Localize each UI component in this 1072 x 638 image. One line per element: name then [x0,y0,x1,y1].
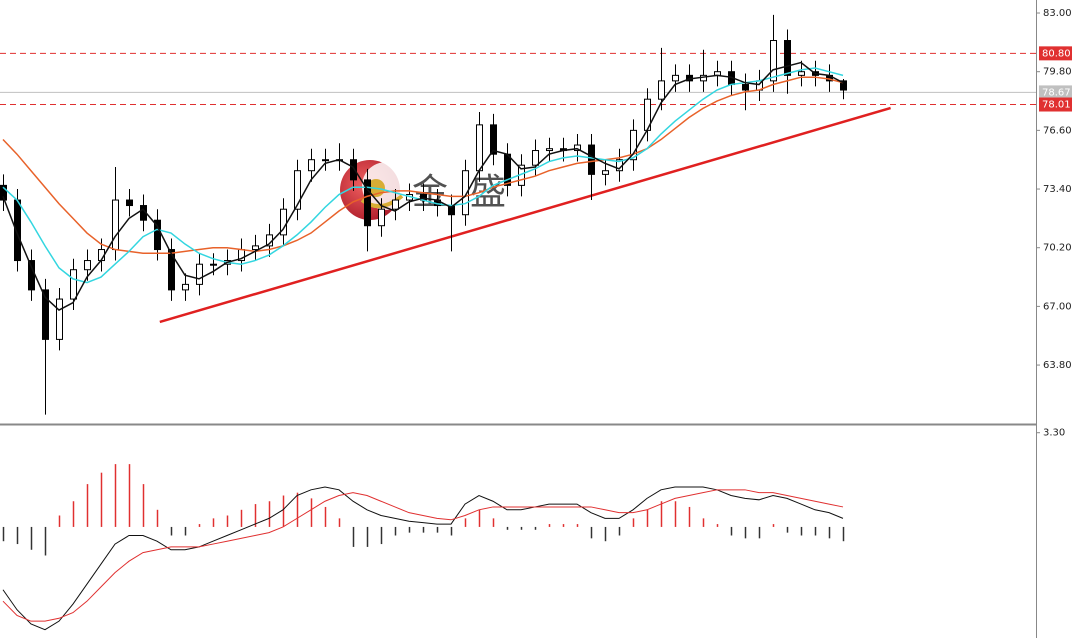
candle-body [476,124,483,172]
candle-body [784,40,791,76]
macd-line [2,489,844,622]
candle-body [168,249,175,291]
y-tick-label: 76.60 [1043,125,1072,136]
y-tick-label: 79.80 [1043,67,1072,78]
candle-body [126,199,133,207]
candle-body [56,298,63,340]
price-level-label: 80.80 [1042,48,1071,59]
y-tick-label: 73.40 [1043,184,1072,195]
candle-body [532,150,539,166]
candle-body [798,71,805,76]
candle-body [308,159,315,172]
y-tick-label: 70.20 [1043,243,1072,254]
candle-body [294,170,301,210]
candle-body [112,199,119,251]
candle-body [0,184,7,201]
candle-body [182,283,189,291]
candle-body [364,179,371,227]
y-tick-label: 83.00 [1043,8,1072,19]
candle-body [42,289,49,340]
candle-body [602,170,609,175]
candle-body [210,263,217,266]
y-tick-label: 63.80 [1043,360,1072,371]
y-tick-label: 3.30 [1043,428,1065,439]
candle-body [392,199,399,210]
candle-body [588,144,595,175]
candle-body [672,74,679,82]
candle-body [196,263,203,285]
watermark: 金盛 [412,172,528,213]
price-level-label: 78.01 [1042,100,1071,111]
moving-average [2,76,844,254]
candle-body [154,219,161,251]
candle-body [770,40,777,82]
candle-body [70,269,77,300]
candle-body [490,124,497,155]
candle-body [462,170,469,216]
candle-body [322,159,329,162]
candle-body [742,84,749,91]
candle-body [658,80,665,100]
trendline [159,106,891,324]
candle-body [574,144,581,152]
moving-average [2,61,844,311]
macd-line [2,486,844,631]
candle-body [840,80,847,91]
candle-body [630,129,637,161]
candle-body [350,159,357,181]
candle-body [28,260,35,291]
price-level-box [1039,97,1072,112]
price-level-box [1039,85,1072,100]
price-level-label: 78.67 [1042,87,1071,98]
moving-average [2,67,844,284]
candle-body [546,148,553,152]
price-level-box [1039,46,1072,61]
candle-body [252,245,259,251]
candle-body [378,208,385,227]
candle-body [84,260,91,271]
y-tick-label: 67.00 [1043,301,1072,312]
